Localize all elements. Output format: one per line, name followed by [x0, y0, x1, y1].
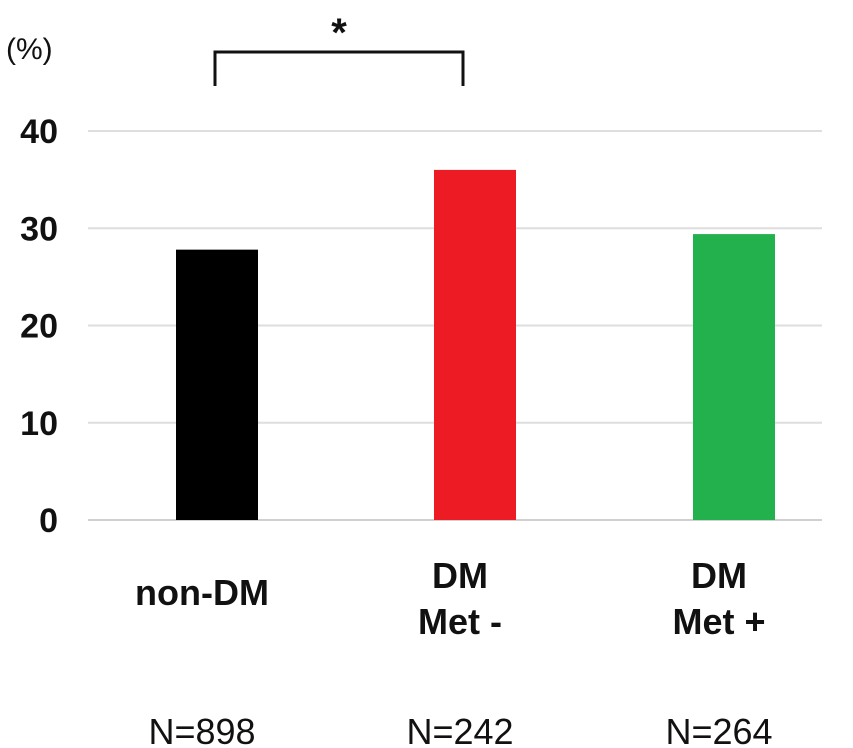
- sample-size-label: N=898: [148, 711, 255, 748]
- category-label: non-DM: [135, 572, 269, 613]
- significance-bracket-line: [213, 50, 465, 86]
- y-tick-label: 30: [20, 210, 58, 248]
- category-label: Met +: [672, 601, 765, 642]
- category-labels: non-DM DM Met - DM Met +: [135, 555, 765, 642]
- sample-size-labels: N=898 N=242 N=264: [148, 711, 772, 748]
- y-tick-label: 20: [20, 308, 58, 346]
- bar: [176, 249, 258, 520]
- bar: [434, 169, 516, 520]
- y-unit-label: (%): [6, 33, 53, 66]
- category-label: DM: [432, 555, 488, 596]
- significance-marker: *: [331, 11, 347, 55]
- sample-size-label: N=242: [406, 711, 513, 748]
- y-tick-label: 40: [20, 113, 58, 151]
- y-tick-label: 0: [39, 502, 58, 540]
- y-axis-ticks: 0 10 20 30 40: [20, 113, 58, 540]
- sample-size-label: N=264: [665, 711, 772, 748]
- significance-bracket: *: [213, 11, 465, 86]
- bar: [693, 234, 775, 520]
- category-label: Met -: [418, 601, 502, 642]
- y-tick-label: 10: [20, 405, 58, 443]
- bars: [176, 169, 775, 520]
- category-label: DM: [691, 555, 747, 596]
